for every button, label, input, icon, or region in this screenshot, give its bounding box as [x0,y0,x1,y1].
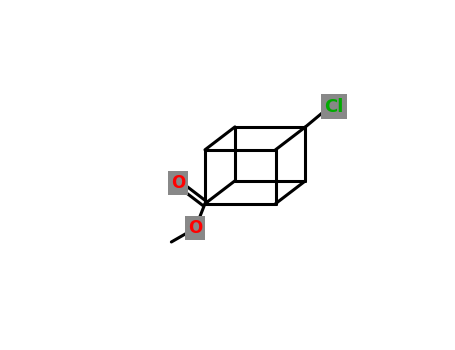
Text: O: O [188,219,202,237]
Text: O: O [171,174,185,192]
Text: Cl: Cl [324,98,344,116]
